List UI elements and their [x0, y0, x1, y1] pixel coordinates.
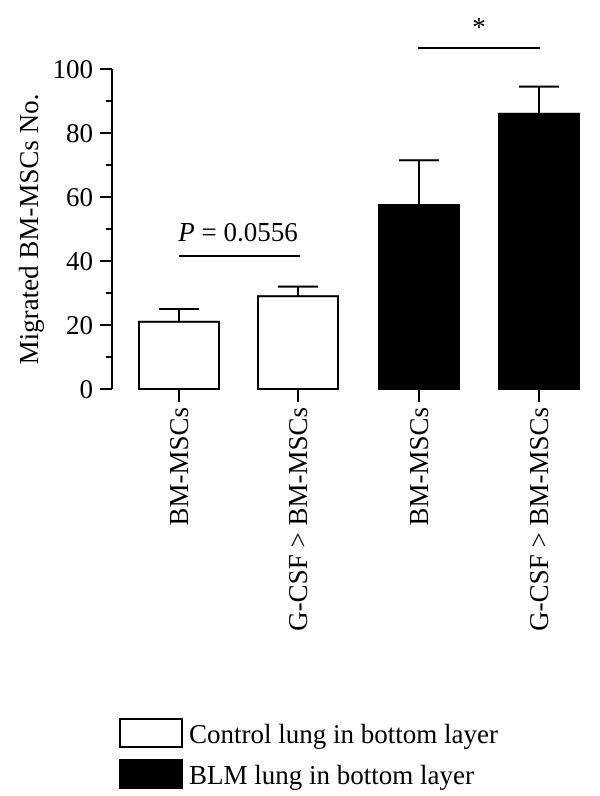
x-tick-label-2: G-CSF > BM-MSCs — [283, 407, 313, 631]
p-value-annotation: P = 0.0556 — [177, 217, 297, 247]
bar-3 — [378, 204, 460, 390]
bars-layer — [138, 112, 580, 391]
x-tick-label-4: G-CSF > BM-MSCs — [524, 407, 554, 631]
x-tick-label-1: BM-MSCs — [164, 407, 194, 526]
y-tick-label-20: 20 — [66, 310, 93, 340]
y-tick-label-60: 60 — [66, 182, 93, 212]
x-tick-label-3: BM-MSCs — [404, 407, 434, 526]
error-bars-layer — [159, 85, 559, 322]
y-tick-label-40: 40 — [66, 246, 93, 276]
y-tick-label-80: 80 — [66, 118, 93, 148]
y-axis-label: Migrated BM-MSCs No. — [14, 94, 44, 365]
y-ticks-layer: 0 20 40 60 80 100 — [53, 54, 112, 404]
significance-star: * — [472, 12, 486, 42]
y-tick-label-0: 0 — [80, 374, 94, 404]
legend-label-1: Control lung in bottom layer — [189, 719, 498, 749]
legend: Control lung in bottom layer BLM lung in … — [119, 718, 498, 790]
bar-4 — [498, 112, 580, 391]
bar-2 — [257, 295, 339, 391]
y-tick-label-100: 100 — [53, 54, 94, 84]
annotations-layer: P = 0.0556 * — [177, 12, 540, 257]
x-labels-layer: BM-MSCs G-CSF > BM-MSCs BM-MSCs G-CSF > BM-… — [164, 390, 554, 631]
legend-label-2: BLM lung in bottom layer — [189, 760, 474, 790]
legend-swatch-1 — [119, 718, 183, 748]
bar-1 — [138, 320, 220, 390]
legend-swatch-2 — [119, 759, 183, 789]
